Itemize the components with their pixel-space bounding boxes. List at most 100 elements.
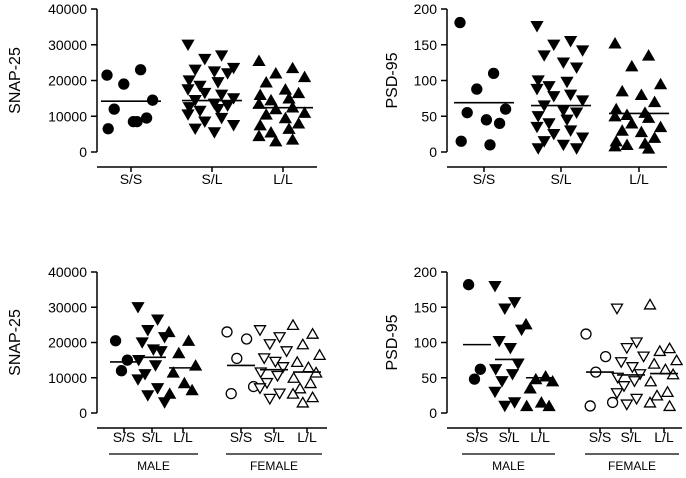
data-point [610, 388, 624, 400]
data-point [569, 62, 584, 74]
data-point [503, 342, 518, 355]
y-tick-label: 200 [414, 1, 438, 17]
data-point [650, 389, 664, 401]
data-point [140, 112, 153, 124]
data-point [285, 61, 300, 74]
data-point [269, 134, 283, 147]
y-tick-label: 0 [429, 144, 437, 160]
y-axis-label: PSD-95 [384, 314, 401, 370]
data-point [214, 89, 229, 102]
data-point [498, 400, 512, 413]
data-point [286, 387, 300, 399]
data-point [471, 83, 483, 95]
data-point [556, 139, 571, 152]
data-point [198, 116, 212, 128]
data-point [291, 86, 306, 99]
data-point [181, 39, 195, 52]
data-point [270, 370, 285, 383]
data-point [259, 108, 273, 120]
data-point [563, 125, 578, 137]
data-point [455, 135, 467, 147]
data-point [531, 111, 545, 123]
y-tick-label: 0 [429, 405, 437, 421]
data-point [296, 396, 310, 408]
data-point [492, 335, 506, 348]
data-point [634, 125, 649, 138]
data-point [537, 50, 551, 62]
data-point [185, 383, 199, 396]
data-point [263, 393, 277, 406]
x-category-label: S/S [113, 429, 136, 445]
data-point [131, 115, 143, 128]
data-point [660, 385, 675, 398]
y-tick-label: 100 [414, 335, 438, 351]
data-point [220, 100, 235, 112]
data-point [608, 139, 622, 152]
y-tick-label: 10000 [48, 370, 87, 386]
data-point [563, 36, 578, 48]
data-point [269, 67, 283, 79]
data-point [225, 387, 237, 400]
data-point [272, 388, 287, 400]
data-point [545, 374, 560, 387]
data-point [285, 133, 300, 145]
data-point [253, 88, 267, 100]
data-point [259, 75, 273, 88]
data-point [297, 106, 312, 118]
data-point [547, 91, 561, 103]
data-point [542, 118, 556, 130]
data-point [608, 37, 622, 49]
data-point [662, 399, 677, 412]
data-point [163, 387, 177, 399]
y-tick-label: 40000 [48, 1, 87, 17]
data-point [131, 302, 145, 314]
data-point [653, 344, 667, 357]
data-point [580, 328, 592, 340]
data-point [547, 128, 561, 141]
data-point [290, 355, 304, 368]
data-point [629, 337, 644, 349]
panel-psd95-by-sex: 0 50 100 150 200 PSD-95 S/S S/L L/L S/S S/L L/L MALE… [384, 264, 684, 473]
x-category-label: S/S [120, 171, 143, 187]
data-point [542, 399, 556, 412]
data-point [487, 67, 500, 79]
group-label: FEMALE [608, 459, 656, 473]
data-point [312, 348, 327, 360]
data-point [615, 84, 629, 97]
data-point [296, 337, 310, 350]
data-point [279, 346, 294, 358]
y-tick-label: 30000 [48, 299, 87, 315]
x-category-label: S/S [466, 429, 489, 445]
y-tick-label: 150 [414, 299, 438, 315]
data-point [519, 317, 533, 330]
y-tick-label: 0 [79, 405, 87, 421]
data-point [629, 393, 644, 406]
x-category-label: S/L [141, 429, 162, 445]
data-point [641, 142, 656, 154]
data-point [214, 50, 229, 62]
group-label: MALE [492, 459, 525, 473]
data-point [293, 382, 307, 394]
data-point [499, 103, 512, 115]
data-point [141, 325, 155, 337]
data-point [278, 111, 293, 124]
data-point [303, 376, 318, 389]
data-point [505, 369, 520, 381]
data-point [520, 399, 534, 412]
data-point [462, 279, 475, 291]
data-point [530, 21, 544, 33]
data-point [636, 351, 651, 363]
data-point [157, 397, 172, 409]
data-point [530, 83, 544, 96]
data-point [207, 66, 222, 78]
data-point [669, 353, 684, 366]
data-point [547, 39, 561, 52]
data-point [488, 386, 502, 399]
data-point [257, 353, 271, 365]
data-point [291, 117, 306, 129]
data-point [627, 376, 642, 388]
data-point [560, 76, 574, 89]
data-point [287, 371, 301, 383]
data-point [641, 49, 656, 61]
x-category-label: S/L [201, 171, 222, 187]
